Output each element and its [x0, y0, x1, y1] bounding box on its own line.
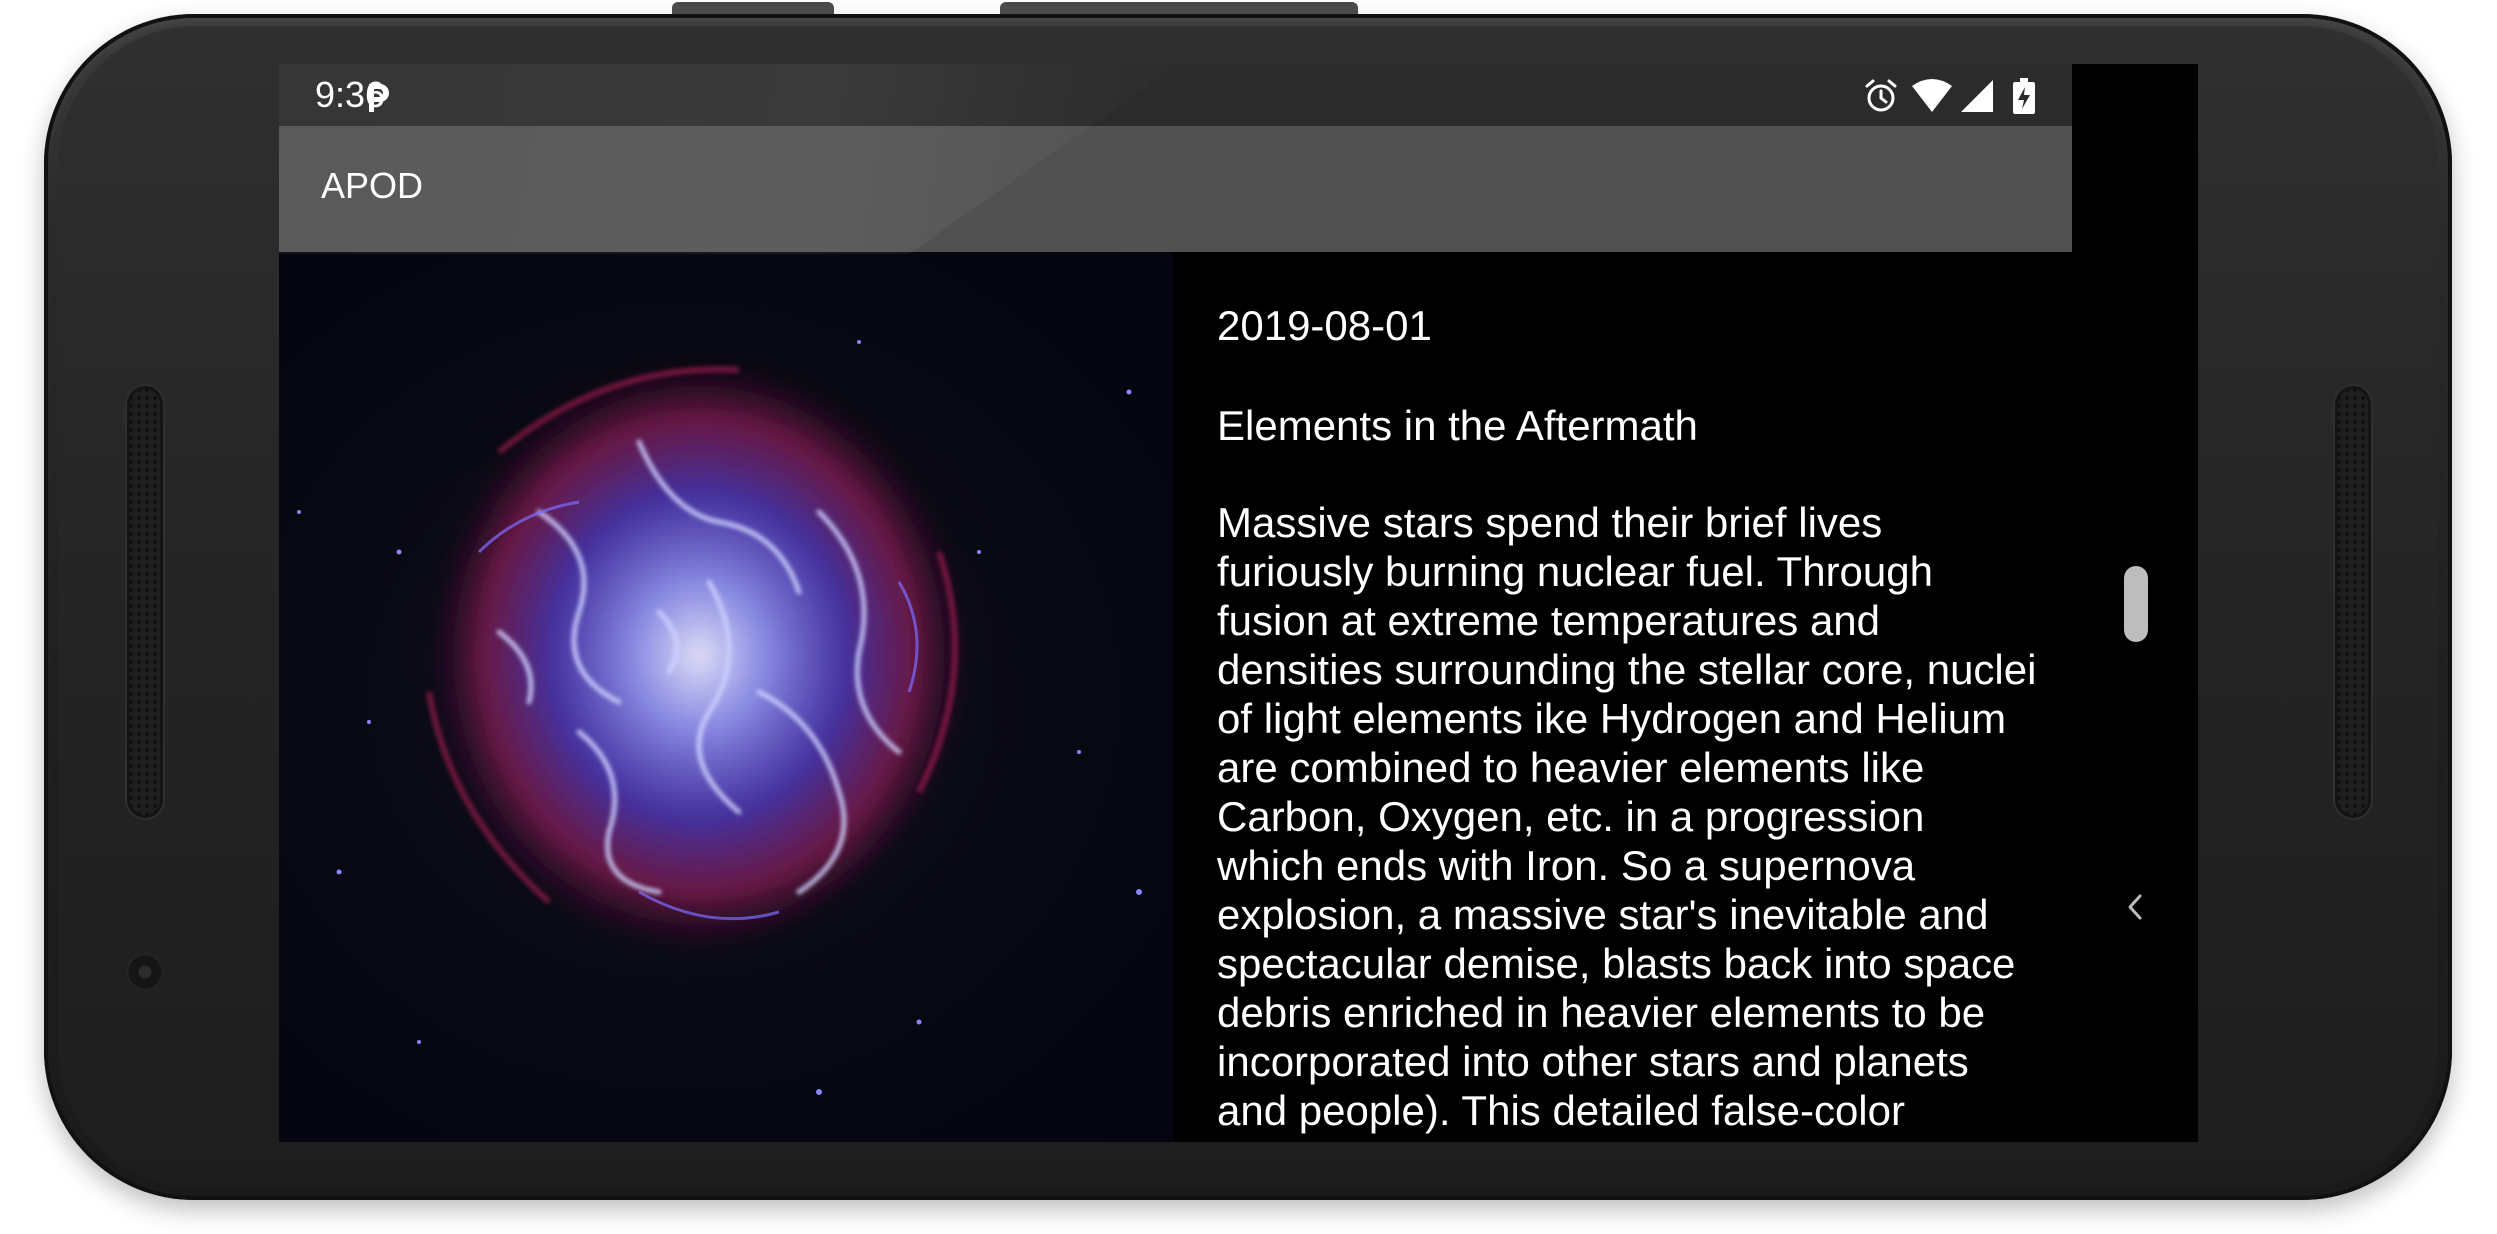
supernova-remnant-image [297, 332, 1142, 1095]
apod-image[interactable] [279, 252, 1173, 1142]
apod-details[interactable]: 2019-08-01 Elements in the Aftermath Mas… [1173, 252, 2072, 1142]
status-bar: 9:36 [279, 64, 2072, 126]
toolbar-title: APOD [321, 165, 424, 206]
wifi-icon [1912, 79, 1952, 112]
phone-screen: 9:36 [279, 64, 2198, 1142]
navigation-bar [2072, 64, 2198, 1142]
power-button[interactable] [1000, 2, 1358, 14]
p-notification-icon [369, 84, 389, 112]
volume-button[interactable] [672, 2, 834, 14]
apod-explanation: Massive stars spend their brief lives fu… [1217, 499, 2037, 1134]
right-speaker-grille [2335, 386, 2371, 818]
cell-signal-icon [1961, 80, 1993, 112]
left-speaker-grille [127, 386, 163, 818]
app-toolbar: APOD [279, 126, 2072, 252]
alarm-icon [1865, 79, 1897, 112]
apod-title: Elements in the Aftermath [1217, 402, 1698, 449]
back-chevron-icon[interactable] [2122, 890, 2148, 924]
battery-charging-icon [2013, 78, 2035, 114]
front-camera [126, 953, 164, 991]
apod-app: 9:36 [279, 64, 2072, 1142]
home-pill-icon[interactable] [2124, 566, 2148, 642]
apod-date: 2019-08-01 [1217, 302, 1432, 349]
